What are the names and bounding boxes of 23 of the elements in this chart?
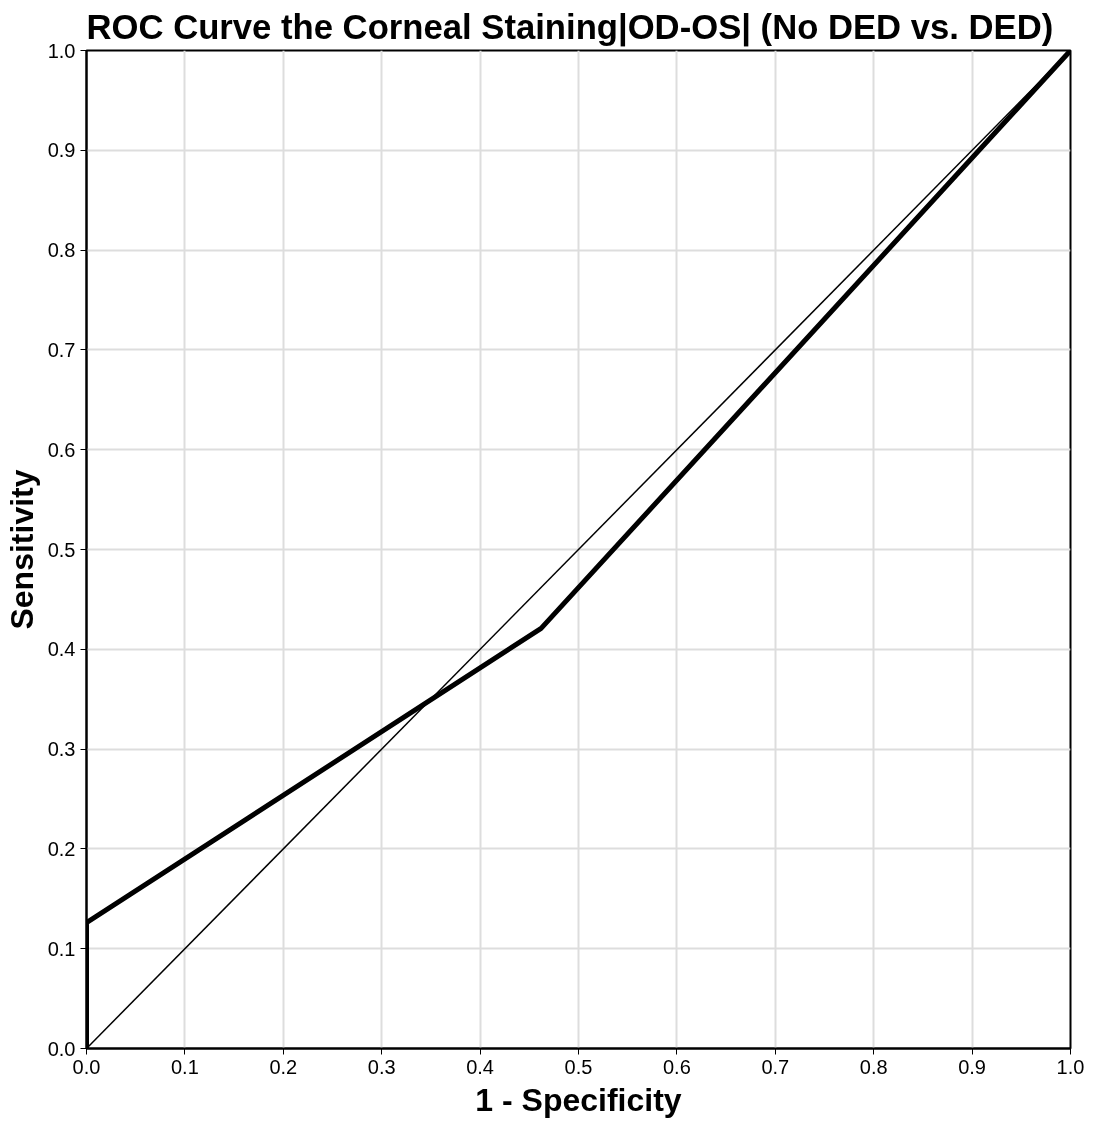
y-tick-label: 1.0: [47, 39, 76, 62]
y-tick-label: 0.2: [47, 837, 76, 860]
y-axis-title: Sensitivity: [3, 469, 40, 630]
x-tick-label: 0.4: [466, 1055, 495, 1078]
y-tick-label: 0.5: [47, 538, 76, 561]
y-tick-label: 0.6: [47, 438, 76, 461]
y-tick-label: 0.4: [47, 638, 76, 661]
x-tick-label: 0.1: [171, 1055, 199, 1078]
y-tick-label: 0.3: [47, 738, 76, 761]
x-tick-label: 0.6: [663, 1055, 691, 1078]
x-tick-label: 0.7: [761, 1055, 790, 1078]
chart-title: ROC Curve the Corneal Staining|OD-OS| (No DED vs. DED): [86, 7, 1054, 47]
y-tick-label: 0.9: [47, 139, 76, 162]
y-tick-label: 0.7: [47, 338, 76, 361]
x-tick-label: 0.8: [859, 1055, 888, 1078]
x-axis-title: 1 - Specificity: [475, 1081, 682, 1118]
x-tick-label: 0.9: [958, 1055, 987, 1078]
x-tick-label: 0.3: [367, 1055, 396, 1078]
y-tick-label: 0.8: [47, 239, 76, 262]
x-tick-label: 0.2: [269, 1055, 298, 1078]
x-tick-label: 0.5: [564, 1055, 593, 1078]
x-tick-label: 1.0: [1056, 1055, 1085, 1078]
y-tick-label: 0.1: [47, 937, 76, 960]
